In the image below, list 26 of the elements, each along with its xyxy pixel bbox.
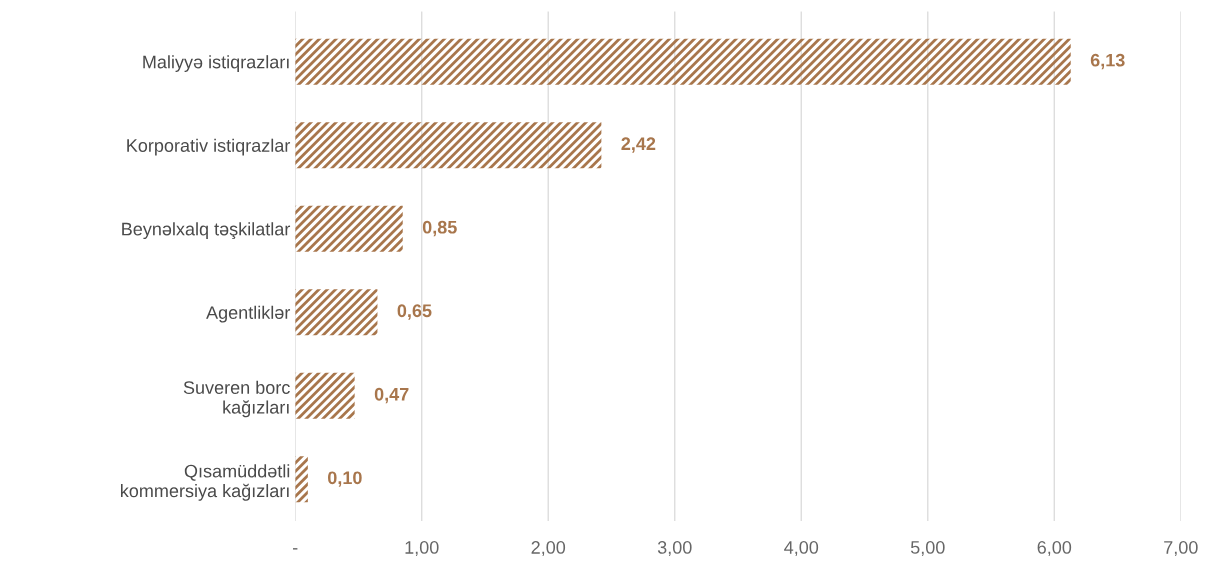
data-label: 0,65 xyxy=(397,304,432,320)
x-tick-label: 5,00 xyxy=(910,541,945,556)
bar xyxy=(295,289,378,336)
bar xyxy=(295,456,308,503)
y-tick-label: Maliyyə istiqrazları xyxy=(143,55,289,72)
data-label: 0,85 xyxy=(422,220,457,237)
x-tick-label: - xyxy=(293,548,298,550)
data-label: 2,42 xyxy=(621,137,656,153)
x-tick-label: 4,00 xyxy=(784,541,819,556)
y-tick-label: Suveren borc kağızları xyxy=(183,380,290,418)
bar xyxy=(295,372,355,419)
data-label: 6,13 xyxy=(1090,53,1125,70)
bar xyxy=(295,38,1071,85)
x-tick-label: 2,00 xyxy=(531,541,566,556)
x-tick-label: 1,00 xyxy=(405,541,439,556)
x-tick-label: 3,00 xyxy=(657,541,692,556)
x-tick-label: 6,00 xyxy=(1037,541,1072,556)
bar xyxy=(295,122,602,169)
y-tick-label: Qısamüddətli kommersiya kağızları xyxy=(121,464,290,501)
y-tick-label: Korporativ istiqrazlar xyxy=(127,138,291,156)
bar xyxy=(295,205,403,252)
x-tick-label: 7,00 xyxy=(1164,541,1198,556)
y-tick-label: Agentliklər xyxy=(206,305,291,323)
data-label: 0,10 xyxy=(328,471,362,487)
data-label: 0,47 xyxy=(374,387,409,404)
y-tick-label: Beynəlxalq təşkilatlar xyxy=(122,222,291,240)
